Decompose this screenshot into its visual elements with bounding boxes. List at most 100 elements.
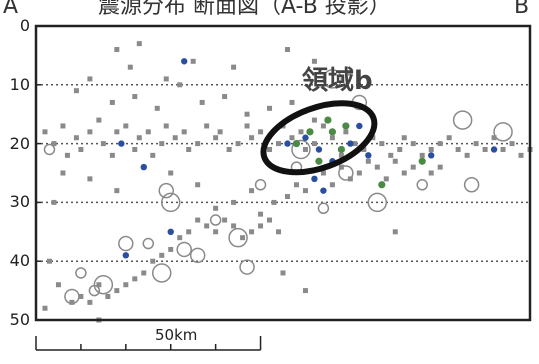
event-point-square — [249, 188, 255, 194]
event-point-green — [315, 157, 323, 165]
plot-frame — [34, 24, 532, 322]
event-point-square — [356, 170, 362, 176]
event-point-square — [298, 129, 304, 135]
event-point-square — [78, 146, 84, 152]
event-point-square — [96, 117, 102, 123]
event-point-square — [231, 223, 237, 229]
event-point-blue — [122, 252, 130, 259]
event-point-green — [342, 122, 350, 130]
event-point-blue — [365, 152, 372, 159]
event-point-square — [87, 176, 93, 182]
y-tick-label: 50 — [9, 310, 30, 329]
event-point-circle — [43, 143, 56, 156]
event-point-square — [168, 246, 174, 252]
event-point-square — [109, 152, 115, 158]
event-point-square — [258, 223, 264, 229]
region-b-ellipse — [260, 100, 378, 176]
event-point-square — [276, 229, 282, 235]
event-point-square — [46, 258, 52, 264]
event-point-blue — [428, 152, 435, 159]
endpoint-b-label: B — [514, 0, 530, 19]
gridlines — [36, 84, 530, 262]
event-point-green — [418, 157, 426, 165]
event-point-square — [199, 99, 205, 105]
event-point-square — [437, 164, 443, 170]
event-point-circle — [317, 202, 330, 215]
event-point-square — [87, 76, 93, 82]
event-point-square — [401, 170, 407, 176]
chart-title: 震源分布 断面図（A-B 投影） — [98, 0, 391, 19]
event-point-circle — [416, 179, 428, 191]
event-point-circle — [322, 69, 343, 89]
event-point-circle — [64, 288, 80, 305]
event-point-square — [293, 182, 299, 188]
event-point-square — [289, 135, 295, 141]
event-point-square — [177, 235, 183, 241]
event-point-square — [132, 146, 138, 152]
event-point-square — [383, 176, 389, 182]
y-tick-label: 40 — [9, 251, 30, 271]
event-point-square — [105, 293, 111, 299]
event-point-circle — [151, 263, 172, 283]
event-point-square — [231, 199, 237, 205]
event-point-square — [302, 288, 308, 294]
event-point-square — [343, 129, 349, 135]
event-point-square — [186, 146, 192, 152]
event-point-square — [289, 99, 295, 105]
event-point-square — [455, 146, 461, 152]
event-point-blue — [167, 228, 174, 235]
event-point-square — [320, 170, 326, 176]
event-point-square — [159, 252, 165, 258]
event-point-square — [329, 135, 335, 141]
event-point-blue — [284, 140, 291, 147]
event-point-square — [114, 288, 120, 294]
event-point-square — [302, 188, 308, 194]
event-point-square — [114, 129, 120, 135]
event-point-green — [378, 181, 386, 189]
event-point-blue — [302, 134, 309, 141]
y-tick-label: 20 — [9, 133, 30, 153]
event-point-square — [311, 141, 317, 147]
event-point-square — [213, 205, 219, 211]
y-tick-label: 10 — [9, 74, 30, 94]
event-point-square — [249, 135, 255, 141]
event-point-square — [195, 182, 201, 188]
event-point-square — [361, 146, 367, 152]
event-point-square — [518, 152, 524, 158]
event-point-square — [302, 146, 308, 152]
event-point-circle — [176, 241, 192, 258]
event-point-square — [244, 123, 250, 129]
event-point-square — [73, 135, 79, 141]
event-point-square — [419, 152, 425, 158]
event-point-square — [163, 76, 169, 82]
event-point-square — [347, 70, 353, 76]
endpoint-a-label: A — [3, 0, 19, 19]
event-point-square — [240, 235, 246, 241]
event-point-green — [337, 145, 345, 154]
y-ticks — [36, 25, 41, 321]
event-point-circle — [75, 267, 87, 279]
event-point-square — [374, 164, 380, 170]
event-point-square — [172, 135, 178, 141]
event-point-green — [324, 116, 332, 124]
event-point-square — [222, 217, 228, 223]
event-point-green — [306, 128, 314, 136]
event-point-square — [249, 229, 255, 235]
event-point-circle — [93, 274, 114, 295]
event-point-square — [123, 282, 129, 288]
y-tick-label: 30 — [9, 192, 30, 212]
event-point-blue — [347, 140, 354, 147]
event-point-square — [159, 141, 165, 147]
event-point-square — [352, 141, 358, 147]
event-point-square — [127, 64, 133, 70]
event-point-square — [55, 282, 61, 288]
event-point-circle — [239, 259, 255, 275]
event-point-blue — [140, 163, 147, 171]
event-point-square — [154, 105, 160, 111]
event-point-blue — [320, 187, 327, 194]
event-point-square — [145, 129, 151, 135]
event-point-square — [123, 123, 129, 129]
event-point-circle — [254, 179, 267, 191]
event-point-circle — [228, 227, 248, 248]
